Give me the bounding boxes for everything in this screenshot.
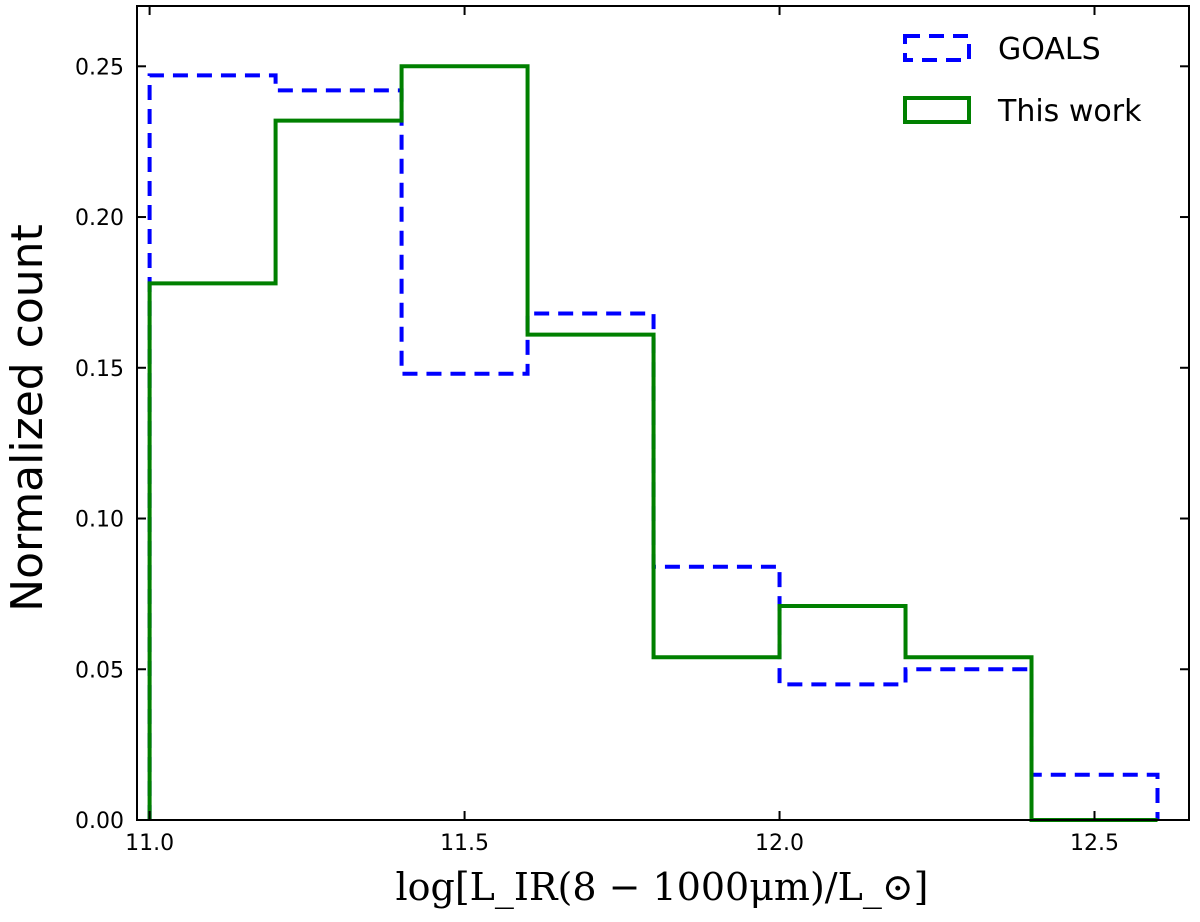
legend-swatch-goals — [903, 34, 971, 62]
x-tick-label: 11.0 — [125, 831, 174, 856]
series-layer — [147, 64, 1160, 822]
y-tick-label: 0.00 — [75, 809, 124, 834]
x-tick-label: 11.5 — [440, 831, 489, 856]
x-axis-label: log[L_IR(8 − 1000μm)/L_⊙] — [395, 865, 928, 910]
x-axis-label-text: log[L_IR(8 − 1000μm)/L_⊙] — [395, 865, 928, 910]
y-tick-label: 0.20 — [75, 206, 124, 231]
legend-label-this-work: This work — [997, 94, 1142, 129]
x-tick-label: 12.0 — [755, 831, 804, 856]
y-tick-label: 0.15 — [75, 357, 124, 382]
x-tick-label: 12.5 — [1070, 831, 1119, 856]
y-tick-label: 0.05 — [75, 658, 124, 683]
y-tick-label: 0.25 — [75, 55, 124, 80]
series-this-work-outline — [147, 64, 1158, 822]
ticks-layer: 11.0 11.5 12.0 12.5 0.00 0.05 0.10 0.15 0.20 0.25 — [75, 6, 1189, 856]
legend-label-goals: GOALS — [998, 32, 1101, 67]
legend-swatch-this-work — [903, 96, 971, 124]
legend: GOALS This work — [903, 32, 1142, 129]
y-axis-label: Normalized count — [2, 224, 53, 612]
y-tick-label: 0.10 — [75, 508, 124, 533]
plot-frame — [136, 5, 1190, 821]
